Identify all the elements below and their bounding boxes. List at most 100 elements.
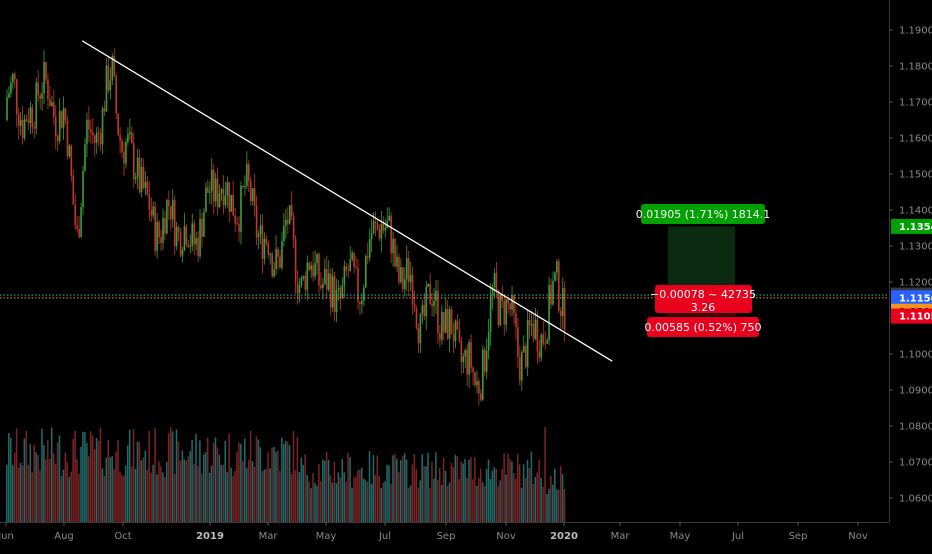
volume-bar bbox=[421, 454, 423, 522]
volume-bar bbox=[150, 472, 152, 522]
volume-bar bbox=[245, 468, 248, 522]
candle-body bbox=[333, 276, 336, 313]
volume-bar bbox=[423, 466, 425, 522]
candle-body bbox=[462, 356, 465, 363]
volume-bar bbox=[128, 429, 131, 522]
volume-bar bbox=[380, 487, 382, 522]
candle-body bbox=[302, 275, 305, 278]
volume-bar bbox=[411, 464, 414, 522]
candle-body bbox=[123, 152, 125, 164]
candle-body bbox=[281, 241, 283, 268]
candle-body bbox=[425, 286, 428, 317]
candle-body bbox=[259, 225, 262, 235]
x-tick-label: Jul bbox=[378, 531, 391, 542]
volume-bar bbox=[138, 441, 141, 522]
volume-bar bbox=[11, 465, 14, 522]
volume-bar bbox=[35, 452, 37, 522]
candle-body bbox=[170, 206, 172, 220]
volume-bar bbox=[84, 432, 86, 522]
candle-body bbox=[255, 205, 258, 238]
candle-body bbox=[86, 119, 88, 145]
candle-body bbox=[497, 290, 500, 326]
candle-body bbox=[168, 200, 170, 207]
volume-bar bbox=[470, 457, 472, 522]
volume-bar bbox=[25, 430, 28, 522]
candle-body bbox=[216, 178, 219, 208]
volume-bar bbox=[522, 464, 525, 522]
volume-bar bbox=[125, 465, 127, 522]
candle-body bbox=[456, 320, 459, 330]
candle-body bbox=[253, 188, 256, 206]
candle-body bbox=[31, 107, 34, 128]
candle-body bbox=[398, 256, 400, 283]
volume-bar bbox=[368, 451, 371, 522]
price-axis[interactable]: 1.19000 1.18000 1.17000 1.16000 1.15000 1.140… bbox=[889, 0, 932, 550]
stop-label: 0.00585 (0.52%) 750 bbox=[644, 321, 761, 334]
volume-bar bbox=[226, 472, 228, 522]
candle-body bbox=[376, 223, 379, 230]
candle-body bbox=[115, 76, 117, 114]
candle-body bbox=[173, 199, 176, 247]
volume-bar bbox=[341, 459, 343, 522]
volume-bar bbox=[31, 472, 33, 522]
volume-bar bbox=[339, 477, 342, 522]
candle-body bbox=[460, 340, 463, 363]
volume-bar bbox=[265, 468, 267, 522]
volume-bar bbox=[160, 466, 162, 522]
volume-bar bbox=[255, 436, 258, 522]
volume-bar bbox=[429, 487, 431, 522]
candle-body bbox=[519, 357, 521, 381]
volume-bar bbox=[164, 476, 166, 522]
candle-body bbox=[439, 333, 441, 340]
volume-bar bbox=[440, 485, 443, 522]
candle-body bbox=[482, 349, 484, 400]
volume-bar bbox=[39, 470, 41, 522]
candle-body bbox=[228, 182, 231, 212]
candle-body bbox=[51, 102, 53, 107]
candle-body bbox=[263, 238, 266, 260]
candle-body bbox=[105, 65, 108, 112]
volume-bar bbox=[372, 455, 375, 522]
candle-body bbox=[560, 310, 562, 316]
candle-body bbox=[60, 110, 63, 128]
y-tick-label: 1.19000 bbox=[899, 26, 932, 37]
candle-body bbox=[298, 285, 301, 294]
candle-body bbox=[485, 350, 488, 372]
volume-bar bbox=[236, 452, 238, 522]
candle-body bbox=[78, 228, 80, 238]
trendline-layer[interactable] bbox=[81, 40, 613, 362]
volume-bar bbox=[127, 445, 129, 522]
candle-body bbox=[12, 73, 14, 83]
candle-body bbox=[164, 217, 166, 234]
volume-bar bbox=[362, 478, 365, 522]
volume-bar bbox=[298, 472, 301, 522]
volume-bar bbox=[234, 471, 236, 522]
candle-body bbox=[409, 274, 412, 282]
candle-body bbox=[386, 220, 389, 228]
volume-bar bbox=[540, 477, 542, 522]
volume-bar bbox=[166, 461, 168, 522]
volume-bar bbox=[409, 485, 412, 522]
time-axis[interactable]: Jun Aug Oct 2019 Mar May Jul Sep Nov 2020 Mar May Ju… bbox=[0, 522, 932, 550]
volume-bar bbox=[80, 446, 82, 522]
candle-body bbox=[162, 217, 164, 243]
volume-bar bbox=[520, 487, 523, 522]
volume-bar bbox=[238, 442, 240, 522]
volume-bar bbox=[267, 452, 269, 522]
volume-bar bbox=[189, 451, 191, 522]
candle-body bbox=[483, 349, 486, 372]
volume-bar bbox=[552, 484, 554, 522]
candle-body bbox=[318, 253, 320, 286]
candle-body bbox=[23, 119, 26, 139]
volume-bar bbox=[88, 456, 90, 522]
volume-bar bbox=[481, 482, 484, 522]
candle-body bbox=[93, 135, 96, 143]
candle-body bbox=[111, 56, 114, 81]
candle-body bbox=[400, 267, 402, 283]
volume-bar bbox=[458, 479, 460, 522]
volume-bar bbox=[58, 435, 61, 522]
candle-body bbox=[464, 349, 467, 357]
center-label-bg bbox=[655, 285, 752, 313]
volume-bar bbox=[532, 484, 535, 522]
